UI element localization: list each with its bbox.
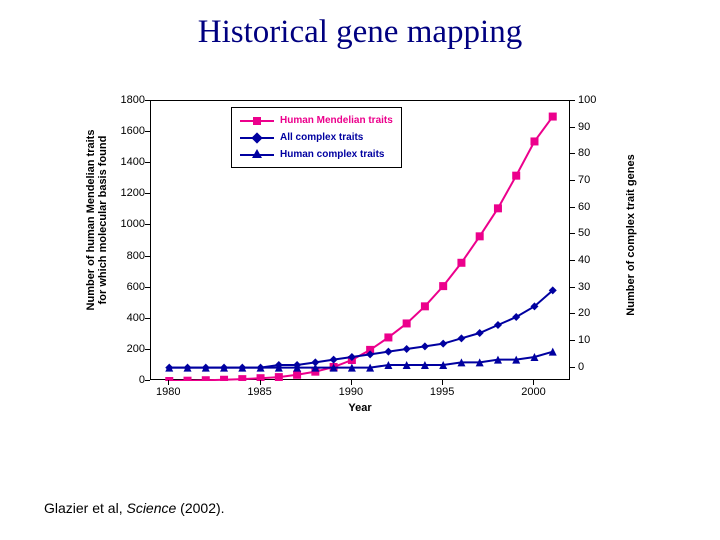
series-marker [494, 321, 502, 329]
series-marker [457, 259, 465, 267]
x-tick-label: 1980 [148, 386, 188, 398]
series-marker [403, 345, 411, 353]
x-axis-label: Year [150, 402, 570, 414]
y2-tick-label: 60 [578, 201, 618, 213]
series-marker [257, 374, 265, 381]
x-tick-label: 1995 [422, 386, 462, 398]
y2-tick-label: 20 [578, 307, 618, 319]
y2-tick-label: 30 [578, 281, 618, 293]
x-tick-mark [260, 380, 261, 385]
citation: Glazier et al, Science (2002). [44, 500, 225, 516]
y1-tick-mark [145, 193, 150, 194]
series-marker [202, 376, 210, 381]
y1-label-line1: Number of human Mendelian traits [85, 80, 97, 360]
x-tick-label: 1985 [240, 386, 280, 398]
series-marker [293, 371, 301, 379]
series-marker [421, 302, 429, 310]
y2-tick-mark [570, 153, 575, 154]
series-marker [384, 348, 392, 356]
y2-tick-label: 100 [578, 94, 618, 106]
series-marker [403, 319, 411, 327]
y1-tick-label: 600 [105, 281, 145, 293]
series-marker [330, 356, 338, 364]
x-tick-label: 1990 [331, 386, 371, 398]
y2-tick-label: 0 [578, 361, 618, 373]
y2-tick-mark [570, 287, 575, 288]
y1-tick-mark [145, 100, 150, 101]
y2-tick-label: 10 [578, 334, 618, 346]
y1-tick-mark [145, 318, 150, 319]
y2-tick-mark [570, 260, 575, 261]
series-marker [512, 172, 520, 180]
series-marker [421, 342, 429, 350]
series-marker [439, 340, 447, 348]
citation-journal: Science [126, 500, 176, 516]
y1-tick-label: 1200 [105, 187, 145, 199]
y1-tick-mark [145, 256, 150, 257]
series-marker [530, 137, 538, 145]
y2-tick-label: 80 [578, 147, 618, 159]
y1-tick-label: 1600 [105, 125, 145, 137]
y1-tick-mark [145, 287, 150, 288]
series-line [169, 117, 552, 381]
page-title: Historical gene mapping [0, 14, 720, 51]
y1-tick-label: 400 [105, 312, 145, 324]
series-marker [220, 376, 228, 381]
series-marker [275, 373, 283, 381]
series-marker [476, 329, 484, 337]
y1-tick-label: 1800 [105, 94, 145, 106]
citation-prefix: Glazier et al, [44, 500, 126, 516]
plot-area: Human Mendelian traitsAll complex traits… [150, 100, 570, 380]
series-marker [384, 333, 392, 341]
series-marker [457, 334, 465, 342]
x-tick-mark [442, 380, 443, 385]
y2-tick-mark [570, 127, 575, 128]
y2-tick-label: 90 [578, 121, 618, 133]
series-line [169, 290, 552, 367]
y2-tick-mark [570, 340, 575, 341]
y1-tick-label: 1400 [105, 156, 145, 168]
series-marker [512, 313, 520, 321]
y1-tick-mark [145, 224, 150, 225]
y2-tick-mark [570, 180, 575, 181]
series-marker [165, 377, 173, 381]
y1-tick-label: 1000 [105, 218, 145, 230]
x-tick-mark [168, 380, 169, 385]
y2-tick-mark [570, 207, 575, 208]
y2-tick-mark [570, 233, 575, 234]
chart-container: Human Mendelian traitsAll complex traits… [95, 80, 625, 440]
x-tick-label: 2000 [513, 386, 553, 398]
y1-tick-label: 0 [105, 374, 145, 386]
y2-tick-mark [570, 367, 575, 368]
y2-tick-mark [570, 100, 575, 101]
citation-suffix: (2002). [176, 500, 224, 516]
y1-tick-mark [145, 380, 150, 381]
series-marker [238, 375, 246, 381]
y2-tick-label: 40 [578, 254, 618, 266]
y2-tick-label: 50 [578, 227, 618, 239]
y1-tick-mark [145, 349, 150, 350]
x-tick-mark [533, 380, 534, 385]
y1-tick-mark [145, 131, 150, 132]
y1-tick-mark [145, 162, 150, 163]
y2-tick-mark [570, 313, 575, 314]
series-marker [476, 232, 484, 240]
series-marker [439, 282, 447, 290]
series-marker [549, 113, 557, 121]
y1-tick-label: 200 [105, 343, 145, 355]
series-marker [184, 377, 192, 381]
y2-axis-label: Number of complex trait genes [625, 95, 637, 375]
series-svg [151, 101, 571, 381]
y1-tick-label: 800 [105, 250, 145, 262]
x-tick-mark [351, 380, 352, 385]
y2-tick-label: 70 [578, 174, 618, 186]
series-marker [494, 204, 502, 212]
